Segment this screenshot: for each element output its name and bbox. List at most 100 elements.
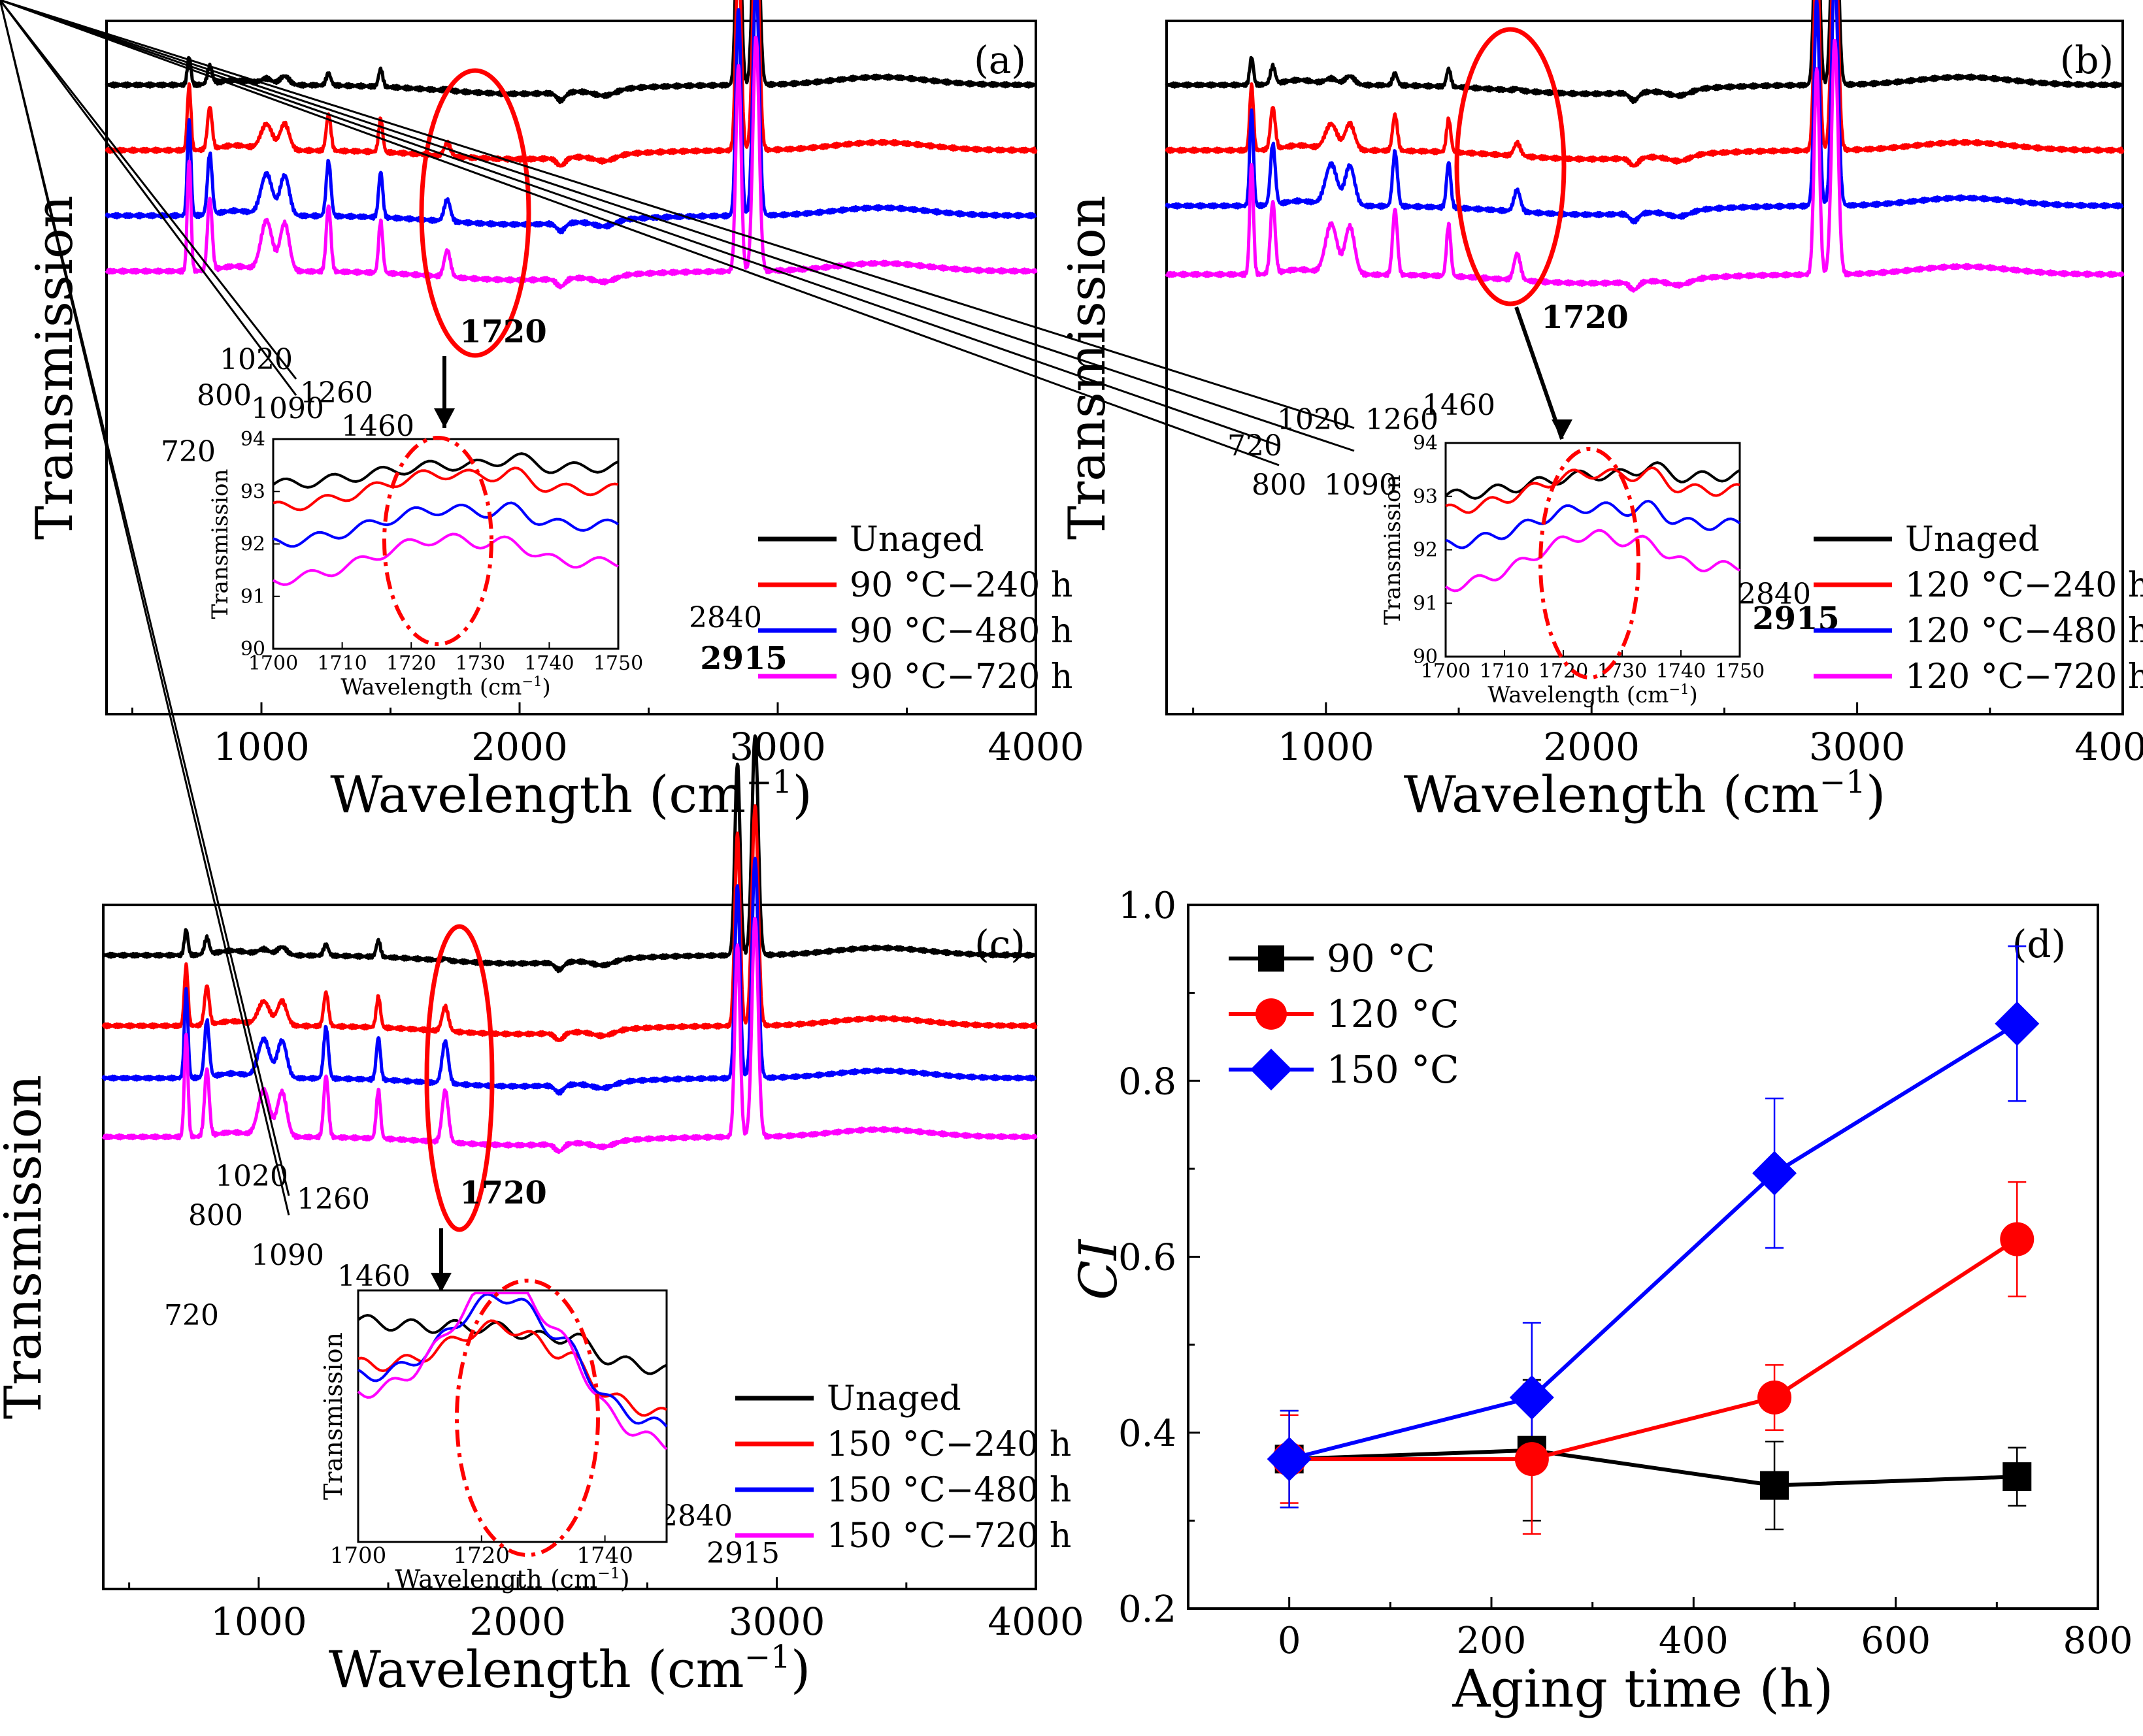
axes-frame (1165, 20, 2124, 715)
inset-series-line-0 (272, 452, 619, 489)
peak-leader-line (0, 0, 1280, 467)
x-tick-label: 3000 (729, 725, 826, 769)
inset-x-tick-label: 1750 (1715, 660, 1765, 683)
inset-y-tick-label: 91 (241, 585, 265, 608)
legend-label: 90 °C−480 h (850, 612, 1072, 651)
peak-leader-line (0, 0, 297, 380)
inset-x-title: Wavelength (cm−1) (341, 673, 551, 700)
inset-series-line-3 (272, 532, 619, 586)
legend-label: 120 °C−240 h (1905, 566, 2143, 605)
legend-label: 120 °C (1327, 992, 1459, 1036)
y-tick-label: 0.6 (1118, 1237, 1176, 1279)
x-tick-label: 200 (1457, 1620, 1527, 1662)
x-axis-title: Wavelength (cm−1) (1404, 764, 1886, 825)
x-axis-title: Aging time (h) (1452, 1658, 1833, 1719)
panel-label: (a) (974, 38, 1026, 82)
series-line-2 (1288, 1022, 2018, 1462)
inset-x-title: Wavelength (cm−1) (1487, 681, 1698, 708)
inset: 1700 1710 1720 1730 1740 1750 90 91 92 93 94 Wavele… (207, 428, 643, 700)
inset-y-tick-label: 93 (1413, 485, 1438, 508)
inset-x-title: Wavelength (cm−1) (395, 1564, 629, 1594)
inset-dashed-ellipse (1538, 447, 1640, 680)
x-tick-label: 600 (1861, 1620, 1931, 1662)
inset-y-tick-label: 94 (241, 428, 265, 451)
inset-series-line-3 (1444, 529, 1741, 593)
legend-label: 90 °C−240 h (850, 566, 1072, 605)
peak-label: 2915 (706, 1537, 780, 1570)
data-point-circle (2000, 1222, 2035, 1256)
series-line-1 (101, 804, 1038, 1042)
peak-label: 1720 (459, 1175, 547, 1211)
inset-series-line-1 (273, 467, 619, 512)
panel-c: 1000 2000 3000 4000 Wavelength (cm−1) Transmi… (0, 0, 1084, 1699)
peak-label: 720 (161, 435, 216, 468)
data-point-diamond (1995, 1001, 2040, 1046)
peak-label: 1720 (459, 314, 547, 350)
peak-label: 720 (164, 1299, 219, 1332)
highlight-ellipse (424, 924, 495, 1232)
y-tick-label: 0.4 (1118, 1413, 1176, 1455)
inset-x-tick-label: 1700 (330, 1543, 387, 1569)
inset-series-line-1 (1445, 466, 1740, 514)
legend-label: 120 °C−480 h (1905, 612, 2143, 651)
peak-label: 2915 (700, 640, 788, 677)
y-tick-label: 1.0 (1118, 885, 1176, 927)
zoom-arrowhead (431, 1273, 452, 1292)
axes-frame (102, 904, 1037, 1590)
peak-leader-line (0, 0, 297, 396)
x-tick-label: 1000 (213, 725, 310, 769)
data-point-diamond (1752, 1151, 1797, 1196)
inset-frame (357, 1289, 668, 1543)
inset-y-tick-label: 94 (1413, 432, 1438, 455)
inset-x-tick-label: 1740 (1656, 660, 1706, 683)
legend-label: 120 °C−720 h (1905, 657, 2143, 696)
series-line-3 (1165, 39, 2125, 293)
legend-label: 150 °C−720 h (827, 1516, 1071, 1556)
peak-leader-line (0, 0, 1280, 447)
series-line-1 (1165, 0, 2125, 168)
inset-y-title: Transmission (1380, 475, 1406, 625)
zoom-arrow (1514, 306, 1564, 440)
peak-label: 800 (197, 379, 252, 412)
peak-leader-line (0, 0, 1355, 452)
peak-label: 720 (1227, 429, 1282, 463)
inset-x-tick-label: 1740 (524, 652, 574, 675)
y-axis-title: CI (1068, 1239, 1129, 1300)
data-point-square (1760, 1471, 1789, 1500)
x-tick-label: 2000 (1543, 725, 1640, 769)
inset-y-tick-label: 91 (1413, 592, 1438, 615)
inset-dashed-ellipse (455, 1279, 600, 1557)
inset-y-tick-label: 93 (241, 480, 265, 503)
x-tick-label: 800 (2063, 1620, 2133, 1662)
inset-y-tick-label: 92 (241, 533, 265, 556)
inset-x-tick-label: 1700 (1421, 660, 1470, 683)
inset-x-tick-label: 1730 (456, 652, 505, 675)
axes-frame (105, 20, 1037, 715)
y-tick-label: 0.8 (1118, 1060, 1176, 1103)
series-line-2 (1165, 0, 2124, 225)
axes-frame (1187, 904, 2099, 1610)
data-point-circle (1514, 1442, 1549, 1477)
inset-series-line-2 (357, 1292, 668, 1428)
data-point-square (2002, 1462, 2032, 1492)
peak-label: 1460 (1422, 389, 1495, 422)
x-tick-label: 2000 (471, 725, 568, 769)
legend-label: Unaged (1905, 520, 2040, 559)
y-axis-title: Transmission (0, 1075, 53, 1419)
inset-dashed-ellipse (382, 436, 493, 646)
data-point-diamond (1509, 1375, 1554, 1420)
peak-label: 2840 (659, 1499, 733, 1533)
peak-label: 2840 (1738, 578, 1811, 611)
inset-y-tick-label: 92 (1413, 539, 1438, 562)
series-line-1 (1289, 1237, 2018, 1462)
peak-label: 800 (1252, 468, 1306, 502)
highlight-ellipse (419, 68, 531, 358)
inset-series-line-2 (1445, 499, 1741, 549)
x-tick-label: 4000 (988, 725, 1084, 769)
peak-label: 1720 (1541, 299, 1629, 336)
peak-leader-line (0, 0, 1355, 429)
panel-label: (c) (974, 922, 1025, 966)
x-tick-label: 4000 (988, 1599, 1084, 1644)
series-line-2 (105, 0, 1037, 235)
